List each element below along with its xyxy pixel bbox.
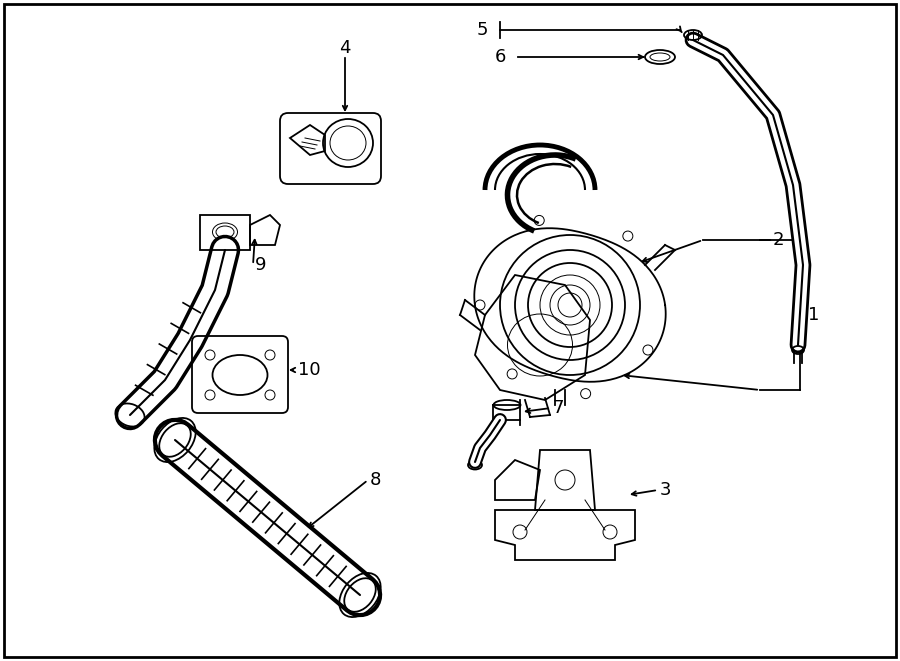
Text: 5: 5 (476, 21, 488, 39)
Text: 3: 3 (660, 481, 671, 499)
Text: 9: 9 (255, 256, 266, 274)
Text: 4: 4 (339, 39, 351, 57)
Text: 10: 10 (298, 361, 320, 379)
Text: 2: 2 (773, 231, 785, 249)
Text: 6: 6 (495, 48, 506, 66)
Text: 7: 7 (553, 399, 564, 417)
Text: 8: 8 (370, 471, 382, 489)
Text: 1: 1 (808, 306, 819, 324)
